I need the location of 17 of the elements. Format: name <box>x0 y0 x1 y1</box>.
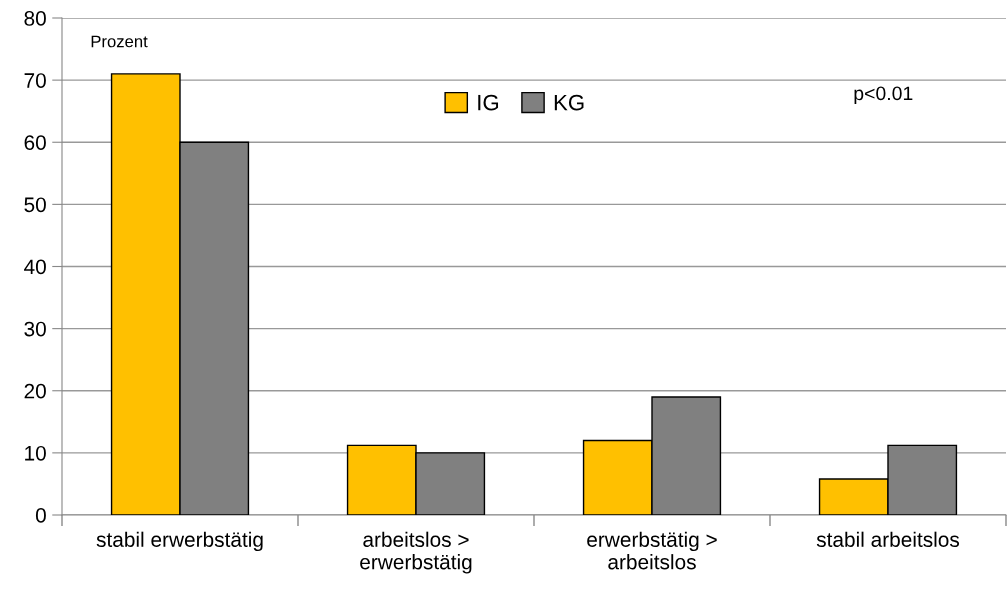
y-tick-label: 20 <box>24 383 46 399</box>
y-tick-label: 50 <box>24 197 46 213</box>
x-tick-label: stabil erwerbstätig <box>96 531 263 552</box>
y-tick-label: 70 <box>24 73 46 88</box>
x-tick-label: arbeitslos > erwerbstätig <box>360 531 472 574</box>
legend-label: KG <box>554 94 584 111</box>
y-tick-label: 0 <box>35 508 46 523</box>
x-tick-label: stabil arbeitslos <box>816 531 960 547</box>
x-tick-label: erwerbstätig > arbeitslos <box>587 531 717 570</box>
annotation: p<0.01 <box>854 86 913 105</box>
legend-label: IG <box>478 94 499 111</box>
y-tick-label: 60 <box>24 135 46 150</box>
y-tick-label: 10 <box>25 445 46 461</box>
y-axis-title: Prozent <box>91 35 148 48</box>
y-tick-label: 30 <box>24 321 46 337</box>
y-tick-label: 80 <box>24 11 46 26</box>
y-tick-label: 40 <box>24 259 46 275</box>
